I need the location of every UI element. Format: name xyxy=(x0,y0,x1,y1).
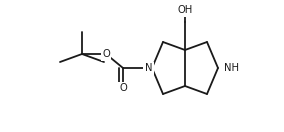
Text: O: O xyxy=(119,83,127,93)
Text: NH: NH xyxy=(224,63,239,73)
Text: OH: OH xyxy=(178,5,193,15)
Text: O: O xyxy=(102,49,110,59)
Text: N: N xyxy=(145,63,152,73)
